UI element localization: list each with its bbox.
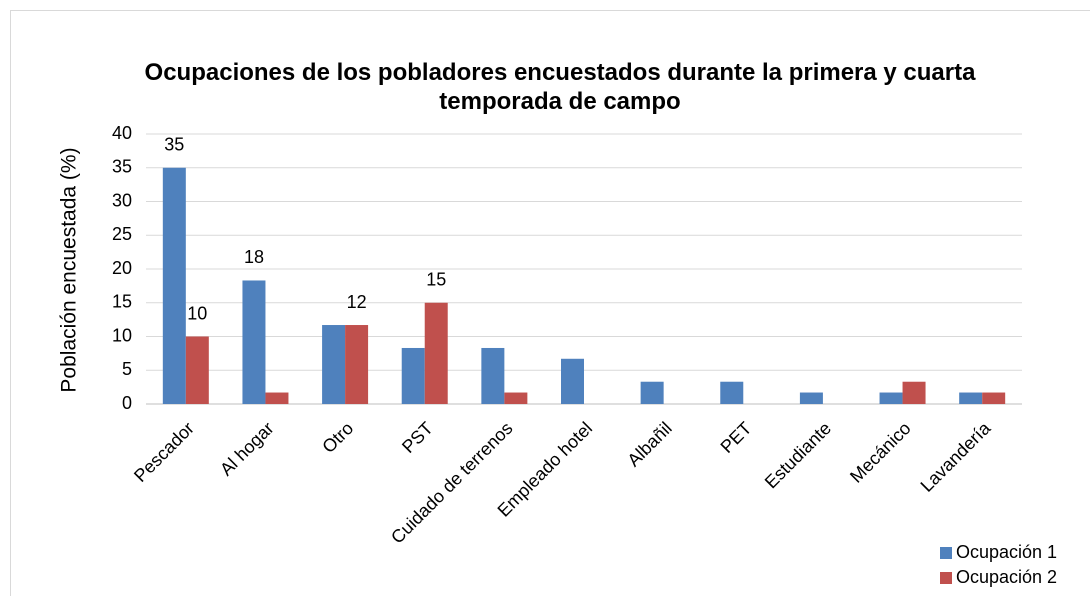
- chart-title: Ocupaciones de los pobladores encuestado…: [144, 59, 976, 115]
- bar: [982, 392, 1006, 404]
- legend-swatch: [940, 572, 952, 584]
- x-tick-label: Estudiante: [761, 418, 835, 492]
- chart-border: [10, 10, 1090, 596]
- y-axis-label: Población encuestada (%): [58, 147, 81, 392]
- bar: [799, 392, 823, 404]
- y-tick-label: 35: [112, 157, 132, 177]
- legend-label: Ocupación 2: [956, 567, 1057, 587]
- x-tick-label: PST: [398, 418, 437, 457]
- bar: [345, 325, 369, 404]
- y-tick-label: 5: [122, 359, 132, 379]
- x-tick-label: Lavandería: [917, 417, 996, 496]
- data-label: 35: [164, 135, 184, 155]
- bar: [481, 347, 505, 404]
- x-tick-label: Pescador: [130, 418, 198, 486]
- bar: [720, 381, 744, 404]
- x-tick-label: Al hogar: [216, 418, 278, 480]
- data-label: 18: [244, 247, 264, 267]
- legend-label: Ocupación 1: [956, 542, 1057, 562]
- y-tick-label: 10: [112, 325, 132, 345]
- x-tick-label: Albañil: [623, 418, 675, 470]
- y-tick-label: 0: [122, 393, 132, 413]
- bar: [504, 392, 528, 404]
- y-tick-label: 15: [112, 292, 132, 312]
- y-tick-label: 20: [112, 258, 132, 278]
- x-tick-label: PET: [717, 418, 756, 457]
- bar: [401, 347, 425, 404]
- bar: [322, 325, 346, 404]
- x-tick-label: Mecánico: [846, 418, 915, 487]
- y-tick-label: 30: [112, 190, 132, 210]
- data-label: 15: [426, 270, 446, 290]
- bar: [242, 280, 266, 404]
- x-tick-label: Otro: [318, 418, 357, 457]
- data-label: 10: [187, 303, 207, 323]
- bar: [162, 167, 186, 404]
- legend-swatch: [940, 547, 952, 559]
- bar: [879, 392, 903, 404]
- bar: [959, 392, 983, 404]
- data-label: 12: [347, 292, 367, 312]
- bar: [902, 381, 926, 404]
- y-tick-label: 25: [112, 224, 132, 244]
- y-tick-label: 40: [112, 123, 132, 143]
- bar: [185, 336, 209, 404]
- bar: [265, 392, 289, 404]
- bar: [424, 302, 448, 404]
- bar: [640, 381, 664, 404]
- bar: [561, 358, 584, 404]
